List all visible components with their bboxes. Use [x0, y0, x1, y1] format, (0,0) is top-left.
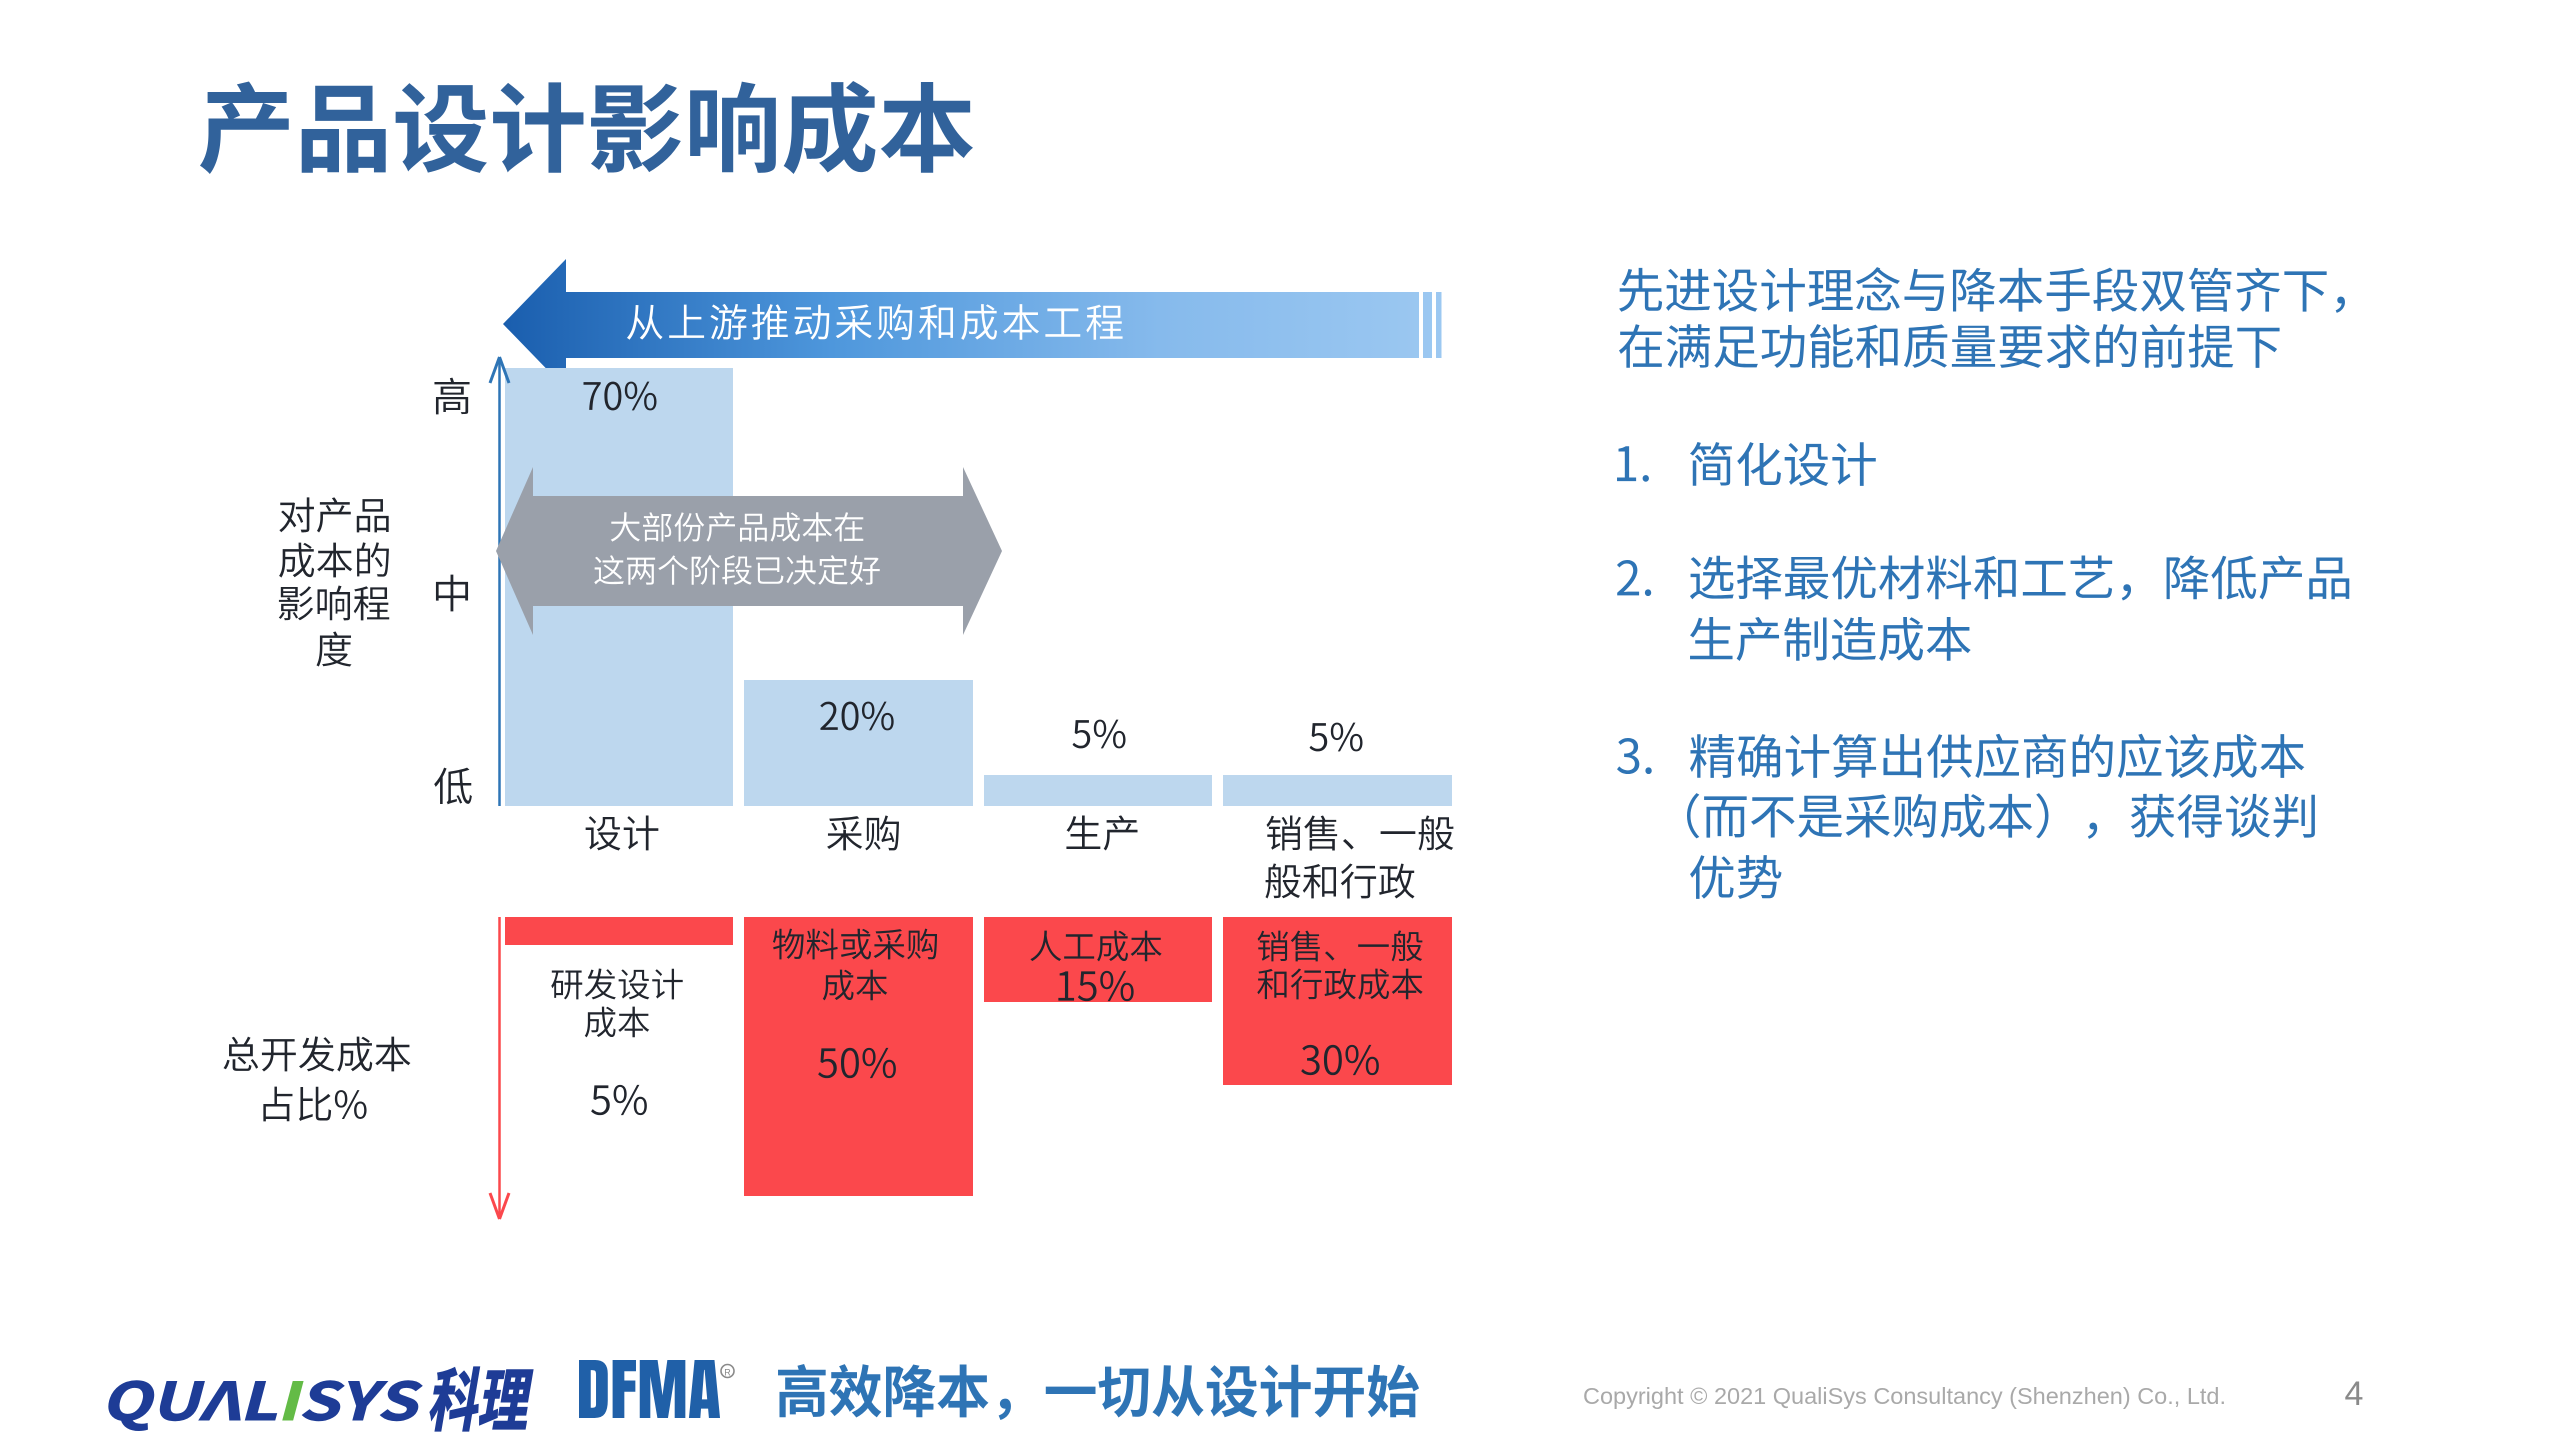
svg-text:4: 4	[2345, 1375, 2364, 1413]
svg-text:Copyright © 2021 QualiSys Cons: Copyright © 2021 QualiSys Consultancy (S…	[1583, 1383, 2226, 1409]
svg-text:R: R	[724, 1368, 731, 1378]
